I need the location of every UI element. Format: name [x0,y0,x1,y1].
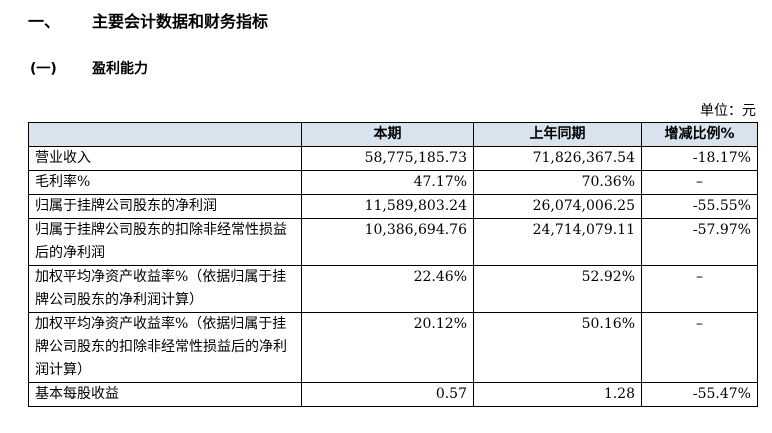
row-label: 归属于挂牌公司股东的扣除非经常性损益后的净利润 [28,218,302,266]
table-row: 营业收入 58,775,185.73 71,826,367.54 -18.17% [28,146,758,171]
subsection-title: 盈利能力 [92,61,148,77]
row-label: 加权平均净资产收益率%（依据归属于挂牌公司股东的净利润计算） [28,265,302,313]
row-label: 毛利率% [28,170,302,195]
current-value: 22.46% [301,265,474,313]
financial-table: 本期 上年同期 增减比例% 营业收入 58,775,185.73 71,826,… [28,122,758,407]
current-value: 11,589,803.24 [301,194,474,219]
section-title: 主要会计数据和财务指标 [92,12,269,31]
unit-label: 单位：元 [700,103,756,119]
change-value: -55.47% [641,382,758,407]
header-change: 增减比例% [641,122,758,147]
change-value: – [641,312,758,383]
table-header-row: 本期 上年同期 增减比例% [28,122,758,147]
prior-value: 52.92% [473,265,642,313]
row-label: 营业收入 [28,146,302,171]
row-label: 基本每股收益 [28,382,302,407]
subsection-heading: (一) 盈利能力 [30,58,148,78]
prior-value: 71,826,367.54 [473,146,642,171]
current-value: 0.57 [301,382,474,407]
table-row: 毛利率% 47.17% 70.36% – [28,170,758,195]
prior-value: 70.36% [473,170,642,195]
row-label: 加权平均净资产收益率%（依据归属于挂牌公司股东的扣除非经常性损益后的净利润计算） [28,312,302,383]
prior-value: 50.16% [473,312,642,383]
header-label [28,122,302,147]
change-value: -18.17% [641,146,758,171]
header-current: 本期 [301,122,474,147]
change-value: -57.97% [641,218,758,266]
prior-value: 24,714,079.11 [473,218,642,266]
current-value: 58,775,185.73 [301,146,474,171]
change-value: -55.55% [641,194,758,219]
subsection-number: (一) [30,61,57,77]
section-heading: 一、 主要会计数据和财务指标 [28,8,268,32]
table-row: 归属于挂牌公司股东的扣除非经常性损益后的净利润 10,386,694.76 24… [28,218,758,266]
current-value: 47.17% [301,170,474,195]
header-prior: 上年同期 [473,122,642,147]
change-value: – [641,265,758,313]
table-row: 基本每股收益 0.57 1.28 -55.47% [28,382,758,407]
table-row: 归属于挂牌公司股东的净利润 11,589,803.24 26,074,006.2… [28,194,758,219]
row-label: 归属于挂牌公司股东的净利润 [28,194,302,219]
table-row: 加权平均净资产收益率%（依据归属于挂牌公司股东的扣除非经常性损益后的净利润计算）… [28,312,758,383]
section-number: 一、 [28,12,61,31]
table-row: 加权平均净资产收益率%（依据归属于挂牌公司股东的净利润计算） 22.46% 52… [28,265,758,313]
prior-value: 1.28 [473,382,642,407]
current-value: 10,386,694.76 [301,218,474,266]
change-value: – [641,170,758,195]
current-value: 20.12% [301,312,474,383]
prior-value: 26,074,006.25 [473,194,642,219]
